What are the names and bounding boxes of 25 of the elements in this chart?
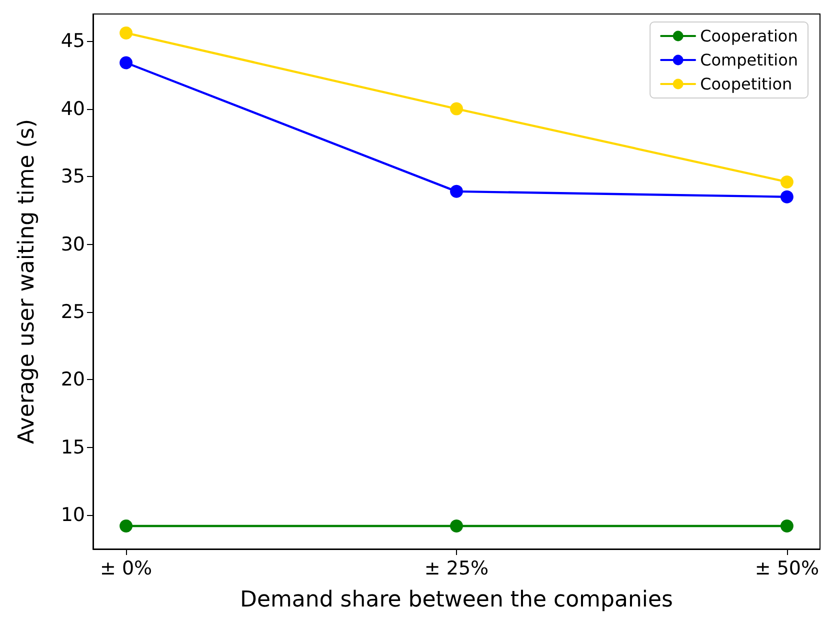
x-axis-title: Demand share between the companies [240, 588, 673, 612]
x-tick-label: ± 25% [424, 558, 489, 580]
point [780, 519, 794, 532]
y-tick-label: 45 [60, 30, 85, 52]
point [780, 190, 794, 204]
x-tick-label: ± 0% [100, 558, 152, 580]
y-tick-label: 40 [60, 98, 85, 120]
point [120, 56, 133, 70]
legend-label: Cooperation [700, 26, 798, 46]
y-tick-label: 35 [60, 166, 85, 188]
y-axis-title: Average user waiting time (s) [14, 119, 40, 444]
point [120, 26, 133, 40]
y-tick-label: 25 [60, 300, 85, 323]
point [450, 102, 463, 116]
y-tick-label: 20 [60, 368, 85, 391]
point [780, 175, 794, 188]
y-tick-label: 10 [60, 504, 85, 526]
y-tick-label: 15 [60, 436, 85, 458]
y-tick-label: 30 [60, 233, 85, 256]
point [450, 184, 463, 198]
point [120, 519, 133, 532]
point [450, 519, 463, 532]
legend-label: Coopetition [700, 74, 792, 94]
x-tick-label: ± 50% [754, 558, 820, 580]
legend-label: Competition [700, 50, 798, 70]
